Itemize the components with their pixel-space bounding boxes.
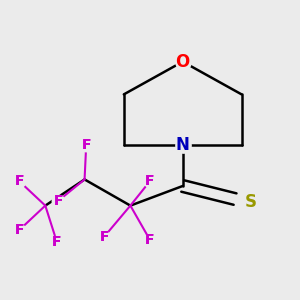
Text: F: F: [145, 174, 155, 188]
Text: F: F: [99, 230, 109, 244]
Text: F: F: [14, 174, 24, 188]
Text: S: S: [245, 193, 257, 211]
Text: F: F: [14, 174, 24, 188]
Text: F: F: [145, 233, 155, 247]
Text: F: F: [54, 194, 63, 208]
Text: F: F: [52, 235, 62, 249]
Text: N: N: [176, 136, 190, 154]
Text: F: F: [14, 223, 24, 237]
Text: F: F: [82, 138, 91, 152]
Text: F: F: [54, 194, 63, 208]
Text: F: F: [145, 174, 155, 188]
Text: F: F: [14, 223, 24, 237]
Text: F: F: [99, 230, 109, 244]
Text: F: F: [82, 138, 91, 152]
Text: O: O: [176, 53, 190, 71]
Text: F: F: [52, 235, 62, 249]
Text: F: F: [145, 233, 155, 247]
